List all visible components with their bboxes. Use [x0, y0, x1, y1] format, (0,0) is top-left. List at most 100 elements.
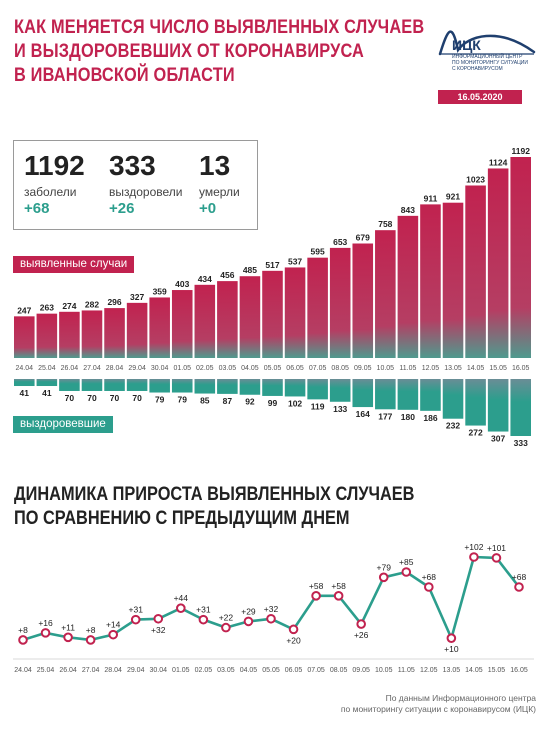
recovered-value-label: 79 — [178, 395, 188, 405]
cases-value-label: 359 — [153, 286, 167, 296]
cases-series-label: выявленные случаи — [13, 256, 135, 273]
growth-point — [130, 614, 141, 625]
growth-value-label: +20 — [286, 635, 301, 645]
recovered-bar — [104, 379, 125, 391]
recovered-bar — [59, 379, 80, 391]
recovered-bar — [375, 379, 396, 410]
stat-deaths-label: умерли — [199, 185, 240, 199]
date-tick-label: 27.04 — [83, 365, 101, 372]
cases-value-label: 327 — [130, 292, 144, 302]
date-tick-label: 08.05 — [331, 365, 349, 372]
recovered-bar — [284, 379, 306, 397]
date-tick-label: 30.04 — [150, 667, 168, 674]
cases-bar — [81, 310, 103, 358]
cases-bar — [217, 281, 238, 358]
logo-org-line-2: ПО МОНИТОРИНГУ СИТУАЦИИ — [452, 60, 528, 66]
growth-point — [243, 616, 254, 627]
stat-deaths-change: +0 — [199, 200, 217, 217]
cases-value-label: 403 — [175, 279, 189, 289]
growth-point — [198, 614, 209, 625]
growth-point — [63, 632, 73, 643]
recovered-value-label: 272 — [468, 428, 482, 438]
stat-deaths-value: 13 — [199, 150, 231, 181]
date-tick-label: 26.04 — [61, 365, 79, 372]
recovered-value-label: 41 — [20, 388, 30, 398]
recovered-value-label: 102 — [288, 398, 302, 408]
recovered-bar — [307, 379, 328, 400]
growth-value-label: +58 — [331, 581, 346, 591]
cases-bar — [14, 316, 35, 358]
cases-bar — [36, 313, 58, 358]
growth-point — [221, 622, 231, 633]
date-tick-label: 30.04 — [151, 365, 169, 372]
recovered-value-label: 41 — [42, 388, 52, 398]
source-note: По данным Информационного центра по мони… — [341, 693, 536, 715]
growth-point — [40, 628, 51, 638]
growth-value-label: +10 — [444, 644, 459, 654]
date-tick-label: 24.04 — [14, 667, 32, 674]
growth-point — [288, 624, 299, 635]
cases-bar — [262, 270, 283, 358]
cases-value-label: 282 — [85, 299, 99, 309]
cases-value-label: 296 — [107, 297, 121, 307]
stat-deaths: 13 умерли +0 — [199, 150, 240, 218]
logo-org-line-1: ИНФОРМАЦИОННЫЙ ЦЕНТР — [452, 54, 523, 60]
date-tick-label: 04.05 — [240, 667, 258, 674]
date-tick-label: 06.05 — [285, 667, 303, 674]
recovered-bar — [194, 379, 216, 394]
recovered-value-label: 180 — [401, 412, 415, 422]
growth-point — [514, 582, 524, 592]
growth-value-label: +31 — [196, 605, 211, 615]
date-tick-label: 05.05 — [262, 667, 280, 674]
growth-point — [85, 635, 96, 645]
stat-infected-label: заболели — [24, 185, 77, 199]
cases-bar — [307, 257, 328, 358]
cases-bar — [352, 243, 374, 358]
recovered-value-label: 164 — [356, 409, 370, 419]
date-tick-label: 25.04 — [38, 365, 56, 372]
cases-value-label: 485 — [243, 265, 257, 275]
growth-point — [378, 572, 389, 583]
growth-point — [266, 613, 276, 624]
recovered-bar — [149, 379, 170, 393]
date-tick-label: 09.05 — [354, 365, 372, 372]
growth-point — [153, 613, 164, 624]
stat-recovered-label: выздоровели — [109, 185, 183, 199]
cases-bar — [442, 202, 464, 358]
cases-bar — [375, 230, 396, 358]
cases-bar — [487, 168, 509, 358]
cases-value-label: 843 — [401, 205, 415, 215]
growth-point — [311, 591, 321, 601]
cases-value-label: 921 — [446, 192, 460, 202]
stats-summary: 1192 заболели +68 333 выздоровели +26 13… — [13, 140, 258, 230]
growth-value-label: +14 — [106, 620, 121, 630]
cases-bar — [239, 276, 261, 358]
logo-organization: ИНФОРМАЦИОННЫЙ ЦЕНТР ПО МОНИТОРИНГУ СИТУ… — [452, 54, 542, 72]
date-tick-label: 05.05 — [264, 365, 282, 372]
growth-value-label: +68 — [512, 572, 527, 582]
cases-value-label: 758 — [378, 219, 392, 229]
recovered-bar — [510, 379, 531, 436]
heartbeat-arc-icon: ИЦК — [438, 30, 536, 56]
cases-bar — [465, 185, 486, 358]
recovered-bar — [81, 379, 103, 391]
cases-value-label: 456 — [220, 270, 234, 280]
date-tick-label: 03.05 — [217, 667, 235, 674]
date-tick-label: 27.04 — [82, 667, 100, 674]
date-tick-label: 08.05 — [330, 667, 348, 674]
date-tick-label: 16.05 — [510, 667, 528, 674]
cases-bar — [149, 297, 170, 358]
date-tick-label: 02.05 — [195, 667, 213, 674]
date-tick-label: 15.05 — [488, 667, 506, 674]
recovered-value-label: 133 — [333, 404, 347, 414]
cases-bar — [104, 308, 125, 358]
date-tick-label: 13.05 — [443, 667, 461, 674]
title-line-1: КАК МЕНЯЕТСЯ ЧИСЛО ВЫЯВЛЕННЫХ СЛУЧАЕВ — [14, 17, 425, 38]
growth-point — [491, 553, 502, 563]
recovered-bar — [487, 379, 509, 432]
date-tick-label: 10.05 — [375, 667, 393, 674]
date-tick-label: 26.04 — [59, 667, 77, 674]
recovered-value-label: 99 — [268, 398, 278, 408]
date-tick-label: 03.05 — [219, 365, 237, 372]
growth-value-label: +102 — [464, 542, 483, 552]
